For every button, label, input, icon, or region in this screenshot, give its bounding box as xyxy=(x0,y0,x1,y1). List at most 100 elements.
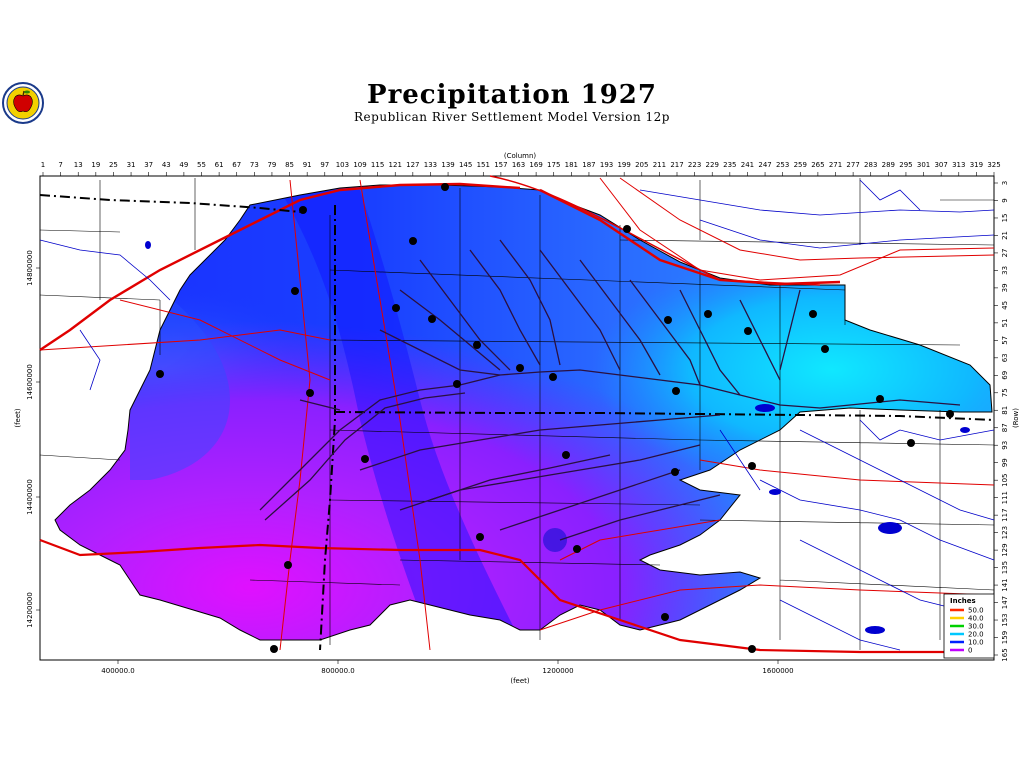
row-tick-label: 15 xyxy=(1001,214,1009,223)
column-tick-label: 121 xyxy=(389,161,402,169)
column-tick-label: 127 xyxy=(406,161,419,169)
column-tick-label: 7 xyxy=(58,161,62,169)
legend-entry-label: 0 xyxy=(968,647,972,655)
x-feet-axis-label: (feet) xyxy=(510,677,530,685)
column-tick-label: 247 xyxy=(758,161,771,169)
column-tick-label: 151 xyxy=(477,161,490,169)
column-tick-label: 325 xyxy=(987,161,1000,169)
column-tick-label: 145 xyxy=(459,161,472,169)
column-tick-label: 193 xyxy=(600,161,613,169)
row-tick-label: 135 xyxy=(1001,561,1009,574)
row-tick-label: 165 xyxy=(1001,648,1009,661)
y-feet-tick-label: 14400000 xyxy=(26,479,34,515)
row-tick-label: 141 xyxy=(1001,578,1009,591)
legend-title: Inches xyxy=(950,597,976,605)
row-tick-label: 87 xyxy=(1001,423,1009,432)
legend-entry-label: 30.0 xyxy=(968,623,984,631)
column-tick-label: 241 xyxy=(741,161,754,169)
column-tick-label: 295 xyxy=(899,161,912,169)
column-tick-label: 199 xyxy=(617,161,630,169)
column-tick-label: 319 xyxy=(970,161,983,169)
column-tick-label: 283 xyxy=(864,161,877,169)
row-tick-label: 57 xyxy=(1001,336,1009,345)
legend-entry-label: 40.0 xyxy=(968,615,984,623)
row-tick-label: 9 xyxy=(1001,198,1009,202)
state-boundaries xyxy=(39,194,995,651)
row-tick-label: 99 xyxy=(1001,458,1009,467)
column-tick-label: 79 xyxy=(267,161,276,169)
row-tick-label: 81 xyxy=(1001,406,1009,415)
column-tick-label: 307 xyxy=(934,161,947,169)
apple-logo-icon xyxy=(2,82,44,124)
x-feet-tick-label: 1600000 xyxy=(762,667,793,675)
column-axis: 1 7 13 19 25 31 37 43 49 55 61 67 73 79 85 91 97 103 109 11… xyxy=(41,161,1001,176)
row-tick-label: 117 xyxy=(1001,508,1009,521)
legend: Inches 50.040.030.020.010.00 xyxy=(943,593,995,659)
x-feet-tick-label: 1200000 xyxy=(542,667,573,675)
row-tick-label: 93 xyxy=(1001,441,1009,450)
column-tick-label: 163 xyxy=(512,161,525,169)
row-tick-label: 39 xyxy=(1001,283,1009,292)
row-tick-label: 75 xyxy=(1001,388,1009,397)
row-tick-label: 147 xyxy=(1001,596,1009,609)
column-tick-label: 229 xyxy=(706,161,719,169)
column-tick-label: 181 xyxy=(565,161,578,169)
column-tick-label: 277 xyxy=(846,161,859,169)
column-tick-label: 217 xyxy=(670,161,683,169)
row-axis: 3915212733394551576369758187939910511111… xyxy=(994,181,1009,662)
row-tick-label: 27 xyxy=(1001,248,1009,257)
row-tick-label: 123 xyxy=(1001,526,1009,539)
column-tick-label: 25 xyxy=(109,161,118,169)
row-tick-label: 21 xyxy=(1001,231,1009,240)
column-tick-label: 187 xyxy=(582,161,595,169)
x-feet-tick-label: 800000.0 xyxy=(321,667,354,675)
column-tick-label: 271 xyxy=(829,161,842,169)
row-tick-label: 159 xyxy=(1001,631,1009,644)
stream-network xyxy=(259,239,961,541)
x-feet-tick-label: 400000.0 xyxy=(101,667,134,675)
row-tick-label: 69 xyxy=(1001,371,1009,380)
column-tick-label: 175 xyxy=(547,161,560,169)
row-axis-label: (Row) xyxy=(1012,408,1020,428)
major-boundaries xyxy=(39,182,841,351)
row-tick-label: 63 xyxy=(1001,353,1009,362)
column-tick-label: 1 xyxy=(41,161,45,169)
y-feet-axis-label: (feet) xyxy=(14,408,22,428)
column-tick-label: 313 xyxy=(952,161,965,169)
row-tick-label: 45 xyxy=(1001,301,1009,310)
row-tick-label: 105 xyxy=(1001,473,1009,486)
rivers xyxy=(39,179,995,651)
column-tick-label: 157 xyxy=(494,161,507,169)
y-feet-tick-label: 14200000 xyxy=(26,592,34,628)
legend-entry-label: 10.0 xyxy=(968,639,984,647)
map-title: Precipitation 1927 xyxy=(367,80,657,110)
map-subtitle: Republican River Settlement Model Versio… xyxy=(354,110,670,124)
column-tick-label: 61 xyxy=(215,161,224,169)
row-tick-label: 3 xyxy=(1001,181,1009,185)
county-grid xyxy=(39,178,995,650)
column-tick-label: 103 xyxy=(336,161,349,169)
legend-entry-label: 20.0 xyxy=(968,631,984,639)
column-tick-label: 253 xyxy=(776,161,789,169)
column-tick-label: 301 xyxy=(917,161,930,169)
lakes xyxy=(145,241,970,634)
column-tick-label: 259 xyxy=(794,161,807,169)
y-feet-axis: 14800000 14600000 14400000 14200000 xyxy=(26,250,40,628)
column-tick-label: 139 xyxy=(441,161,454,169)
column-tick-label: 109 xyxy=(353,161,366,169)
column-tick-label: 235 xyxy=(723,161,736,169)
column-tick-label: 13 xyxy=(74,161,83,169)
column-tick-label: 37 xyxy=(144,161,153,169)
y-feet-tick-label: 14600000 xyxy=(26,364,34,400)
row-tick-label: 153 xyxy=(1001,613,1009,626)
row-tick-label: 111 xyxy=(1001,491,1009,504)
x-feet-axis: 400000.0 800000.0 1200000 1600000 xyxy=(101,660,794,675)
y-feet-tick-label: 14800000 xyxy=(26,250,34,286)
column-tick-label: 133 xyxy=(424,161,437,169)
column-tick-label: 73 xyxy=(250,161,259,169)
legend-entry-label: 50.0 xyxy=(968,607,984,615)
column-axis-label: (Column) xyxy=(504,152,537,160)
row-tick-label: 33 xyxy=(1001,266,1009,275)
column-tick-label: 211 xyxy=(653,161,666,169)
column-tick-label: 67 xyxy=(232,161,241,169)
